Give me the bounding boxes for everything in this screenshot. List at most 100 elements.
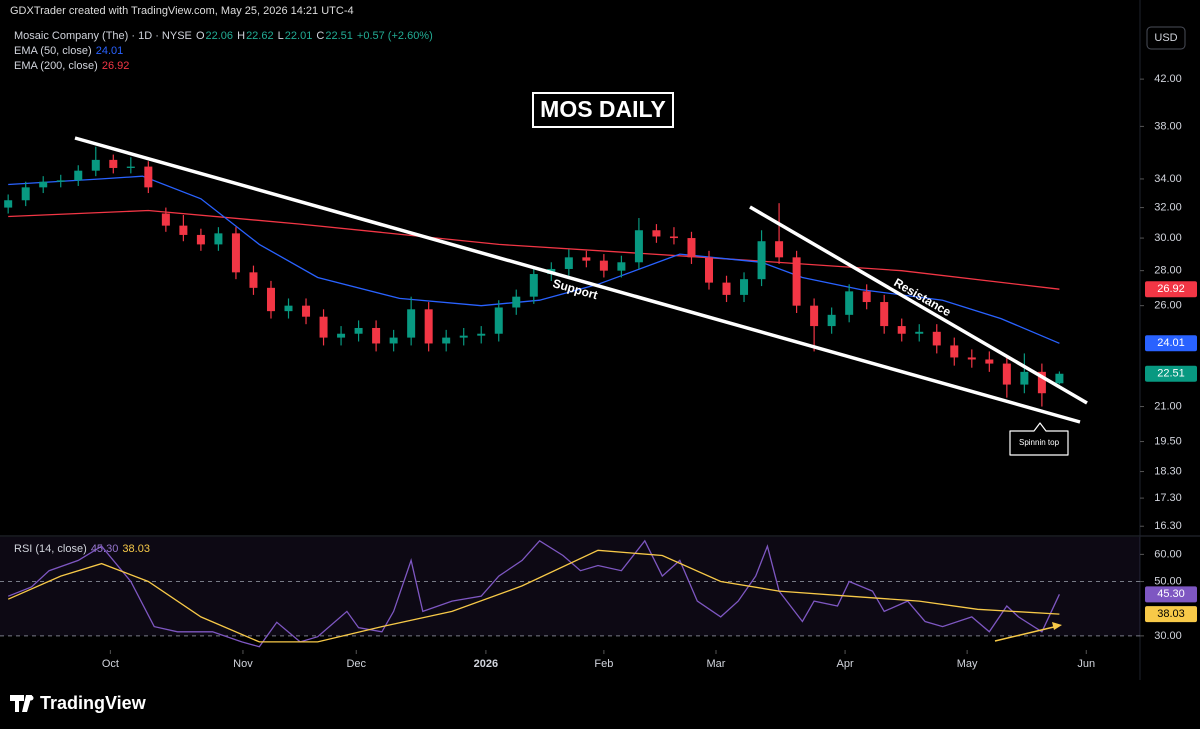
candle-body	[4, 200, 13, 208]
y-tick-label: 17.30	[1154, 492, 1182, 504]
currency-button[interactable]	[1146, 26, 1186, 50]
candle-body	[109, 159, 118, 168]
logo-dot	[28, 695, 34, 701]
open-value: 22.06	[205, 30, 234, 42]
candle-body	[880, 302, 889, 327]
rsi-legend: RSI (14, close) 45.30 38.03	[14, 543, 151, 555]
rsi-ma-value: 38.03	[122, 543, 150, 555]
candle-body	[74, 170, 83, 181]
candle-body	[932, 331, 941, 346]
symbol-legend: Mosaic Company (The) · 1D · NYSE O22.06 …	[14, 30, 434, 42]
candle-body	[582, 257, 591, 261]
y-tick-label: 16.30	[1154, 520, 1182, 532]
x-tick-label: Jun	[1077, 658, 1095, 670]
candle-body	[792, 257, 801, 306]
currency-label: USD	[1154, 32, 1177, 44]
x-tick-label: Mar	[707, 658, 726, 670]
ema50-legend: EMA (50, close) 24.01	[14, 45, 124, 57]
rsi-background	[0, 537, 1140, 636]
candle-body	[337, 333, 346, 338]
price-tag	[1145, 335, 1197, 352]
chart-title: MOS DAILY	[540, 96, 666, 122]
y-tick-label: 50.00	[1154, 575, 1182, 587]
y-tick-label: 42.00	[1154, 73, 1182, 85]
logo-icon	[10, 695, 32, 712]
symbol: Mosaic Company (The) · 1D · NYSE	[14, 30, 192, 42]
price-tag	[1145, 365, 1197, 382]
y-tick-label: 34.00	[1154, 173, 1182, 185]
close-value: 22.51	[325, 30, 353, 42]
candle-body	[915, 331, 924, 334]
rsi-title: RSI (14, close)	[14, 543, 87, 555]
candle-body	[1037, 371, 1046, 394]
y-tick-label: 60.00	[1154, 548, 1182, 560]
rsi-value: 45.30	[90, 543, 119, 555]
attribution: GDXTrader created with TradingView.com, …	[10, 5, 354, 17]
price-tag-label: 38.03	[1157, 608, 1185, 620]
callout-box	[1009, 422, 1069, 456]
high-letter: H	[237, 30, 246, 42]
y-tick-label: 30.00	[1154, 232, 1182, 244]
candle-body	[652, 230, 661, 237]
candle-body	[775, 241, 784, 258]
candle-body	[459, 335, 468, 338]
high-value: 22.62	[246, 30, 274, 42]
candle-body	[21, 187, 30, 201]
y-tick-label: 26.00	[1154, 300, 1182, 312]
candle-body	[319, 316, 328, 338]
candle-body	[617, 262, 626, 271]
price-tag-label: 24.01	[1157, 337, 1185, 349]
change: +0.57 (+2.60%)	[356, 30, 433, 42]
candle-body	[144, 166, 153, 188]
price-tag	[1145, 281, 1197, 298]
candle-body	[967, 357, 976, 360]
candle-body	[266, 287, 275, 312]
y-tick-label: 30.00	[1154, 630, 1182, 642]
candle-body	[372, 327, 381, 344]
x-tick-label: Dec	[346, 658, 366, 670]
candle-body	[442, 337, 451, 344]
candle-body	[669, 236, 678, 239]
candle-body	[687, 238, 696, 258]
candle-body	[477, 333, 486, 336]
low-letter: L	[277, 30, 284, 42]
candle-body	[845, 291, 854, 315]
candle-body	[249, 272, 258, 288]
candle-body	[56, 180, 65, 182]
callout-label: Spinnin top	[1019, 438, 1060, 447]
candle-body	[512, 296, 521, 308]
legend-value: 24.01	[95, 45, 124, 57]
candle-body	[810, 305, 819, 327]
x-tick-label: 2026	[474, 658, 498, 670]
candle-body	[284, 305, 293, 312]
ema200-legend: EMA (200, close) 26.92	[14, 60, 130, 72]
candle-body	[599, 260, 608, 271]
candle-body	[564, 257, 573, 269]
candle-body	[722, 282, 731, 295]
candle-body	[424, 309, 433, 344]
candle-body	[407, 309, 416, 338]
candle-body	[757, 241, 766, 280]
candle-body	[179, 225, 188, 235]
candle-body	[950, 345, 959, 358]
ema-line	[8, 175, 1060, 344]
y-tick-label: 19.50	[1154, 435, 1182, 447]
rsi-line	[7, 549, 1060, 643]
price-tag-label: 26.92	[1157, 283, 1185, 295]
candle-body	[354, 327, 363, 334]
candle-body	[231, 233, 240, 273]
candle-body	[740, 279, 749, 295]
candle-body	[985, 359, 994, 364]
y-tick-label: 38.00	[1154, 120, 1182, 132]
legend-value: 26.92	[101, 60, 130, 72]
title-box	[532, 92, 674, 128]
rsi-line	[7, 539, 1060, 648]
y-tick-label: 28.00	[1154, 265, 1182, 277]
candle-body	[161, 213, 170, 226]
legend-name: EMA (200, close)	[14, 60, 98, 72]
candle-body	[91, 159, 100, 171]
price-tag	[1145, 586, 1197, 603]
resistance-label: Resistance	[891, 275, 953, 319]
low-value: 22.01	[284, 30, 313, 42]
